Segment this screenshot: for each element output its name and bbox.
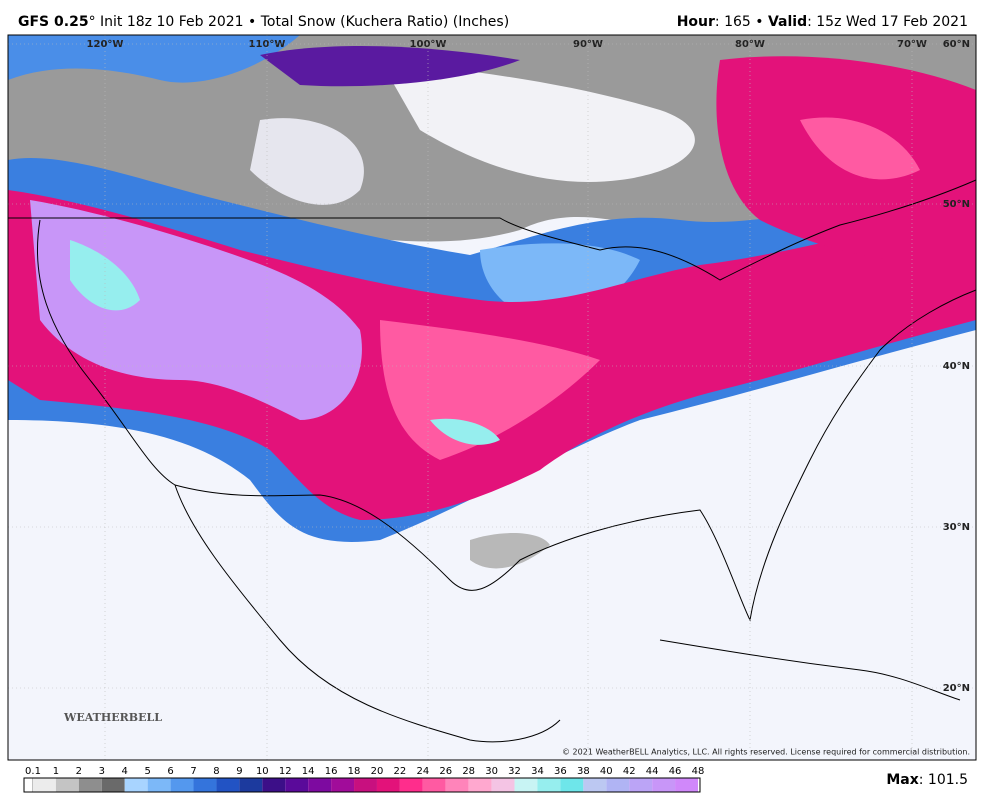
colorbar-label: 18 xyxy=(348,766,361,777)
map: 120°W 110°W 100°W 90°W 80°W 70°W 60°N 50°N 40°N 3… xyxy=(7,34,977,761)
longitude-label: 90°W xyxy=(573,39,603,50)
color-swatch xyxy=(285,778,309,792)
color-swatch xyxy=(675,778,698,792)
color-swatch xyxy=(514,778,538,792)
colorbar-label: 1 xyxy=(53,766,59,777)
copyright: © 2021 WeatherBELL Analytics, LLC. All r… xyxy=(562,748,970,757)
colorbar-label: 40 xyxy=(600,766,613,777)
colorbar-label: 46 xyxy=(669,766,682,777)
color-swatch xyxy=(445,778,469,792)
borders xyxy=(8,179,977,743)
model-name: GFS 0.25 xyxy=(18,14,89,30)
color-swatch xyxy=(583,778,607,792)
color-swatch xyxy=(239,778,263,792)
colorbar-label: 0.1 xyxy=(25,766,41,777)
color-swatch xyxy=(101,778,125,792)
colorbar-label: 10 xyxy=(256,766,269,777)
colorbar-label: 42 xyxy=(623,766,636,777)
latitude-label: 40°N xyxy=(943,361,970,372)
caribbean xyxy=(659,639,961,701)
color-swatch xyxy=(170,778,194,792)
color-swatch xyxy=(606,778,630,792)
colorbar-frame xyxy=(23,777,701,793)
run-description: ° Init 18z 10 Feb 2021 • Total Snow (Kuc… xyxy=(89,14,510,30)
color-swatch xyxy=(124,778,148,792)
max-value: Max: 101.5 xyxy=(886,772,968,788)
color-swatch xyxy=(262,778,286,792)
color-swatch xyxy=(216,778,240,792)
colorbar-label: 2 xyxy=(76,766,82,777)
longitude-label: 100°W xyxy=(410,39,447,50)
hour-label: Hour xyxy=(677,14,715,30)
color-swatch xyxy=(491,778,515,792)
longitude-label: 80°W xyxy=(735,39,765,50)
colorbar-label: 5 xyxy=(144,766,150,777)
header-valid: Hour: 165 • Valid: 15z Wed 17 Feb 2021 xyxy=(677,14,968,30)
color-swatch xyxy=(147,778,171,792)
color-swatch xyxy=(308,778,332,792)
color-swatch xyxy=(629,778,653,792)
color-swatch xyxy=(537,778,561,792)
color-swatch xyxy=(399,778,423,792)
color-swatch xyxy=(354,778,377,792)
colorbar-label: 28 xyxy=(462,766,475,777)
latitude-label: 20°N xyxy=(943,683,970,694)
colorbar-label: 6 xyxy=(167,766,173,777)
valid-label: Valid xyxy=(768,14,807,30)
map-frame xyxy=(7,34,977,761)
colorbar-label: 16 xyxy=(325,766,338,777)
colorbar-label: 26 xyxy=(439,766,452,777)
logo: WEATHERBELL xyxy=(63,711,162,724)
color-swatch xyxy=(23,777,34,793)
valid-value: : 15z Wed 17 Feb 2021 xyxy=(807,14,968,30)
color-swatch xyxy=(376,778,400,792)
colorbar-label: 22 xyxy=(394,766,407,777)
snow-fields xyxy=(8,35,976,569)
colorbar-label: 36 xyxy=(554,766,567,777)
latitude-label: 50°N xyxy=(943,199,970,210)
colorbar: 0.1 1 2 3 4 5 6 7 8 9 10 12 14 16 18 20 22 24 26 28 30 32 34 36… xyxy=(23,766,705,793)
colorbar-label: 14 xyxy=(302,766,315,777)
colorbar-label: 12 xyxy=(279,766,292,777)
mexico-coast xyxy=(174,484,561,743)
color-swatch xyxy=(33,778,56,792)
colorbar-label: 44 xyxy=(646,766,659,777)
color-swatch xyxy=(468,778,492,792)
graticule: 120°W 110°W 100°W 90°W 80°W 70°W 60°N 50°N 40°N 3… xyxy=(8,35,976,760)
longitude-label: 70°W xyxy=(897,39,927,50)
colorbar-label: 48 xyxy=(692,766,705,777)
color-swatch xyxy=(78,778,102,792)
max-label: Max xyxy=(886,772,918,788)
latitude-label: 60°N xyxy=(943,39,970,50)
us-canada-border xyxy=(8,179,977,281)
max-number: : 101.5 xyxy=(919,772,968,788)
hour-value: : 165 • xyxy=(715,14,768,30)
longitude-label: 120°W xyxy=(87,39,124,50)
latitude-label: 30°N xyxy=(943,522,970,533)
color-swatch xyxy=(652,778,676,792)
colorbar-label: 8 xyxy=(213,766,219,777)
colorbar-label: 20 xyxy=(371,766,384,777)
header-title: GFS 0.25° Init 18z 10 Feb 2021 • Total S… xyxy=(18,14,509,30)
color-swatch xyxy=(55,778,79,792)
color-swatch xyxy=(422,778,446,792)
colorbar-label: 38 xyxy=(577,766,590,777)
colorbar-label: 3 xyxy=(99,766,105,777)
colorbar-label: 30 xyxy=(485,766,498,777)
colorbar-label: 32 xyxy=(508,766,521,777)
coastline xyxy=(37,219,977,622)
colorbar-label: 24 xyxy=(416,766,429,777)
color-swatch xyxy=(193,778,217,792)
colorbar-label: 34 xyxy=(531,766,544,777)
colorbar-label: 9 xyxy=(236,766,242,777)
color-swatch xyxy=(560,778,584,792)
colorbar-label: 7 xyxy=(190,766,196,777)
color-swatch xyxy=(331,778,355,792)
colorbar-label: 4 xyxy=(122,766,128,777)
longitude-label: 110°W xyxy=(249,39,286,50)
